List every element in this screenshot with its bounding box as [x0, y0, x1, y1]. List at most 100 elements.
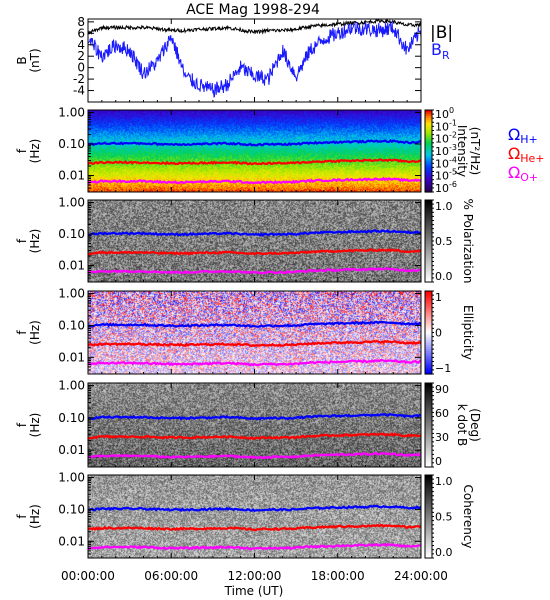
ytick-label-1-1: 0.10	[58, 137, 85, 151]
colorbar-cell-3	[425, 307, 432, 311]
colorbar-cell-1	[425, 130, 432, 134]
colorbar-cell-3	[425, 334, 432, 338]
colorbar-cell-5	[425, 493, 432, 497]
ytick-label-5-0: 1.00	[58, 471, 85, 485]
gyro-line-O-panel-5	[88, 542, 421, 551]
ytick-label-2-2: 0.01	[58, 259, 85, 273]
colorbar-cell-5	[425, 541, 432, 545]
spectrogram-image-5	[88, 475, 421, 558]
colorbar-cell-3	[425, 297, 432, 300]
colorbar-cell-1	[425, 118, 432, 121]
ylabel-text-4: f	[15, 422, 29, 427]
colorbar-cell-4	[425, 435, 432, 439]
colorbar-ticklabel-2-2: 0.0	[435, 270, 453, 283]
colorbar-cell-2	[425, 249, 432, 252]
colorbar-ticklabel-1-0: 100	[435, 106, 454, 121]
colorbar-cell-4	[425, 414, 432, 418]
colorbar-cell-1	[425, 132, 432, 136]
ylabel-0: B (nT)	[15, 48, 42, 72]
colorbar-cell-2	[425, 269, 432, 273]
colorbar-cell-5	[425, 524, 432, 528]
colorbar-cell-2	[425, 218, 432, 222]
colorbar-cell-3	[425, 336, 432, 340]
colorbar-cell-3	[425, 313, 432, 317]
colorbar-cell-3	[425, 355, 432, 358]
ytick-label-2-1: 0.10	[58, 227, 85, 241]
colorbar-cell-3	[425, 340, 432, 344]
colorbar-cell-2	[425, 234, 432, 238]
colorbar-cell-2	[425, 279, 432, 283]
colorbar-ticklabel-4-3: 0	[435, 455, 442, 468]
colorbar-cell-3	[425, 315, 432, 319]
gyro-line-O-panel-3	[88, 359, 421, 367]
colorbar-cell-3	[425, 295, 432, 298]
ytick-label-1-0: 1.00	[58, 105, 85, 119]
colorbar-label-2: % Polarization	[461, 199, 475, 284]
ytick-label-3-0: 1.00	[58, 287, 85, 301]
colorbar-cell-5	[425, 533, 432, 536]
colorbar-cell-2	[425, 210, 432, 213]
colorbar-ticklabel-1-2: 10-2	[435, 131, 457, 146]
colorbar-cell-4	[425, 437, 432, 441]
gyro-line-O-panel-2	[88, 267, 421, 275]
colorbar-cell-5	[425, 485, 432, 489]
colorbar-cell-1	[425, 175, 432, 179]
colorbar-cell-3	[425, 305, 432, 309]
colorbar-cell-4	[425, 450, 432, 453]
colorbar-cell-1	[425, 155, 432, 158]
colorbar-cell-2	[425, 224, 432, 228]
ylabel-3: f (Hz)	[15, 320, 42, 345]
colorbar-ticklabel-1-6: 10-6	[435, 180, 457, 195]
colorbar-cell-2	[425, 202, 432, 205]
colorbar-cell-2	[425, 220, 432, 224]
colorbar-ticklabel-2-1: 0.5	[435, 235, 453, 248]
colorbar-ticklabel-1-4: 10-4	[435, 155, 457, 170]
colorbar-cell-1	[425, 146, 432, 150]
colorbar-cell-1	[425, 142, 432, 146]
colorbar-cell-3	[425, 311, 432, 315]
colorbar-cell-1	[425, 122, 432, 125]
ytick-label-3-2: 0.01	[58, 350, 85, 364]
colorbar-cell-5	[425, 489, 432, 493]
ytick-label-0-4: 0	[77, 61, 85, 75]
colorbar-cell-3	[425, 365, 432, 369]
ytick-label-0-5: -2	[73, 72, 85, 86]
colorbar-cell-4	[425, 404, 432, 407]
colorbar-cell-3	[425, 291, 432, 294]
colorbar-cell-3	[425, 344, 432, 348]
colorbar-cell-4	[425, 387, 432, 390]
colorbar-cell-2	[425, 200, 432, 203]
xtick-label-2: 12:00:00	[228, 569, 282, 583]
colorbar-cell-2	[425, 271, 432, 275]
ylabel-unit-5: (Hz)	[28, 504, 42, 529]
colorbar-cell-2	[425, 236, 432, 240]
colorbar-cell-2	[425, 257, 432, 261]
colorbar-cell-2	[425, 208, 432, 211]
colorbar-label-text-3: Ellipticity	[461, 305, 475, 360]
colorbar-cell-3	[425, 349, 432, 352]
colorbar-cell-5	[425, 504, 432, 507]
colorbar-cell-4	[425, 385, 432, 388]
colorbar-cell-3	[425, 353, 432, 356]
colorbar-cell-2	[425, 214, 432, 217]
colorbar-cell-5	[425, 539, 432, 542]
colorbar-cell-1	[425, 179, 432, 183]
colorbar-cell-5	[425, 495, 432, 499]
colorbar-cell-3	[425, 367, 432, 371]
colorbar-cell-1	[425, 126, 432, 130]
colorbar-cell-4	[425, 454, 432, 458]
colorbar-cell-5	[425, 487, 432, 491]
colorbar-cell-5	[425, 528, 432, 532]
colorbar-label-5: Coherency	[461, 484, 475, 548]
ylabel-unit-4: (Hz)	[28, 413, 42, 438]
gyro-line-H-panel-1	[88, 139, 421, 147]
legend-omega-O: ΩO+	[508, 163, 538, 184]
colorbar-cell-2	[425, 275, 432, 279]
ylabel-2: f (Hz)	[15, 229, 42, 254]
colorbar-cell-5	[425, 512, 432, 516]
colorbar-cell-5	[425, 551, 432, 555]
colorbar-cell-1	[425, 177, 432, 181]
colorbar-cell-3	[425, 299, 432, 302]
colorbar-cell-3	[425, 324, 432, 327]
